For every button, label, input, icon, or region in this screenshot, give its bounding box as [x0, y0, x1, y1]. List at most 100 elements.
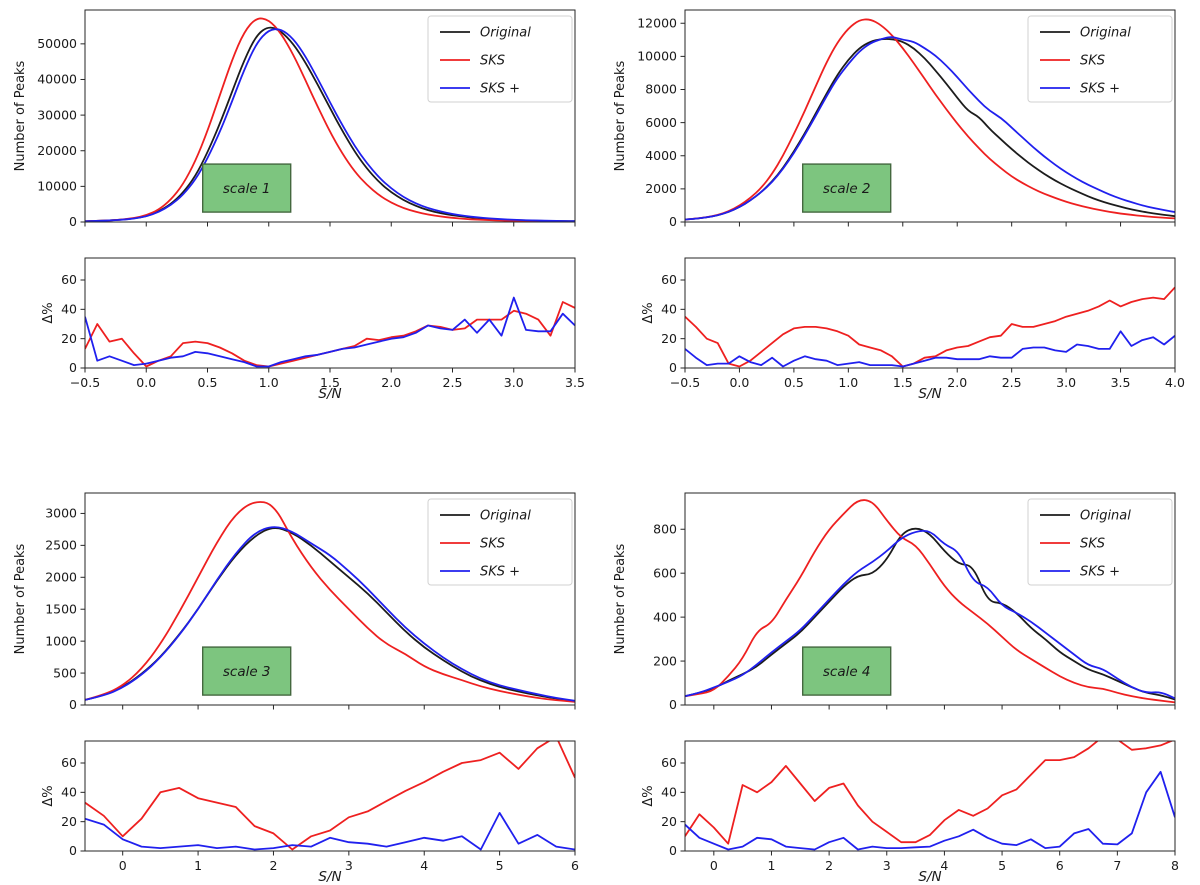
scale-3-main-series	[85, 501, 575, 703]
scale-4-xtick: 2	[825, 858, 833, 873]
scale-2-xtick: 4.0	[1165, 375, 1185, 390]
scale-2-xtick: 3.5	[1111, 375, 1131, 390]
scale-4-xtick: 5	[998, 858, 1006, 873]
legend-label-original: Original	[1080, 509, 1131, 524]
scale-1-sub-ytick: 60	[61, 272, 77, 287]
scale-2-xtick: 1.5	[893, 375, 913, 390]
scale-2-xtick: 2.5	[1002, 375, 1022, 390]
scale-1-main-ytick: 50000	[37, 36, 77, 51]
scale-4-main-frame	[684, 492, 1176, 706]
scale-1-xtick: −0.5	[70, 375, 100, 390]
scale-3-xtick: 0	[119, 858, 127, 873]
scale-2-main-ytick: 12000	[637, 15, 677, 30]
scale-2-xtick: 2.0	[947, 375, 967, 390]
scale-3-xtick: 4	[420, 858, 428, 873]
scale-4-xtick: 1	[767, 858, 775, 873]
scale-4-scale-box: scale 4	[801, 646, 892, 696]
scale-1-sub-ytick: 20	[61, 331, 77, 346]
scale-3-sub-line-sks-+	[85, 812, 575, 851]
scale-4-xtick: 7	[1113, 858, 1121, 873]
subplot-scale-1: −0.5 0.0 0.5 1.0 1.5 2.0 2.5 3.0 3.5 0 10000 20000 3…	[0, 0, 600, 402]
scale-2-main-line-sks-+	[685, 36, 1175, 221]
scale-1-sub-ylabel: Δ%	[41, 302, 56, 323]
scale-2-xtick: 1.0	[838, 375, 858, 390]
scale-2-sub-ylabel: Δ%	[641, 302, 656, 323]
scale-1-main-ytick: 20000	[37, 143, 77, 158]
scale-1-main-line-sks-+	[85, 28, 575, 222]
scale-3-sub-ytick: 40	[61, 785, 77, 800]
scale-2-main-ytick: 4000	[645, 148, 677, 163]
scale-3-xtick: 6	[571, 858, 579, 873]
scale-1-xlabel: S/N	[318, 386, 341, 402]
legend-label-sks: SKS	[1080, 537, 1105, 552]
scale-1-sub-line-sks-+	[85, 296, 575, 368]
scale-3-scale-box: scale 3	[201, 646, 292, 696]
scale-4-legend: Original SKS SKS +	[1027, 498, 1173, 586]
scale-4-sub-ylabel: Δ%	[641, 785, 656, 806]
scale-2-sub-line-sks	[685, 286, 1175, 368]
scale-2-main-line-sks	[685, 18, 1175, 221]
scale-3-sub-frame	[84, 740, 576, 852]
scale-4-xtick: 3	[883, 858, 891, 873]
scale-3-sub-series	[85, 741, 575, 851]
scale-3-main-ytick: 500	[53, 665, 77, 680]
scale-2-ylabel: Number of Peaks	[613, 60, 628, 171]
legend-label-original: Original	[480, 26, 531, 41]
scale-3-xtick: 5	[496, 858, 504, 873]
scale-1-xtick: 2.5	[443, 375, 463, 390]
subplot-scale-3: 0 1 2 3 4 5 6 0 500 1000 1500 2000 2500 3000 0 20 40 60 Nu…	[0, 483, 600, 885]
chart-scale-1: −0.5 0.0 0.5 1.0 1.5 2.0 2.5 3.0 3.5 0 10000 20000 3…	[13, 9, 585, 402]
scale-1-main-line-sks	[85, 17, 575, 222]
scale-1-xtick: 2.0	[381, 375, 401, 390]
scale-2-xlabel: S/N	[918, 386, 941, 402]
scale-4-sub-line-sks	[685, 741, 1174, 845]
scale-2-main-ytick: 6000	[645, 115, 677, 130]
scale-4-sub-line-sks-+	[685, 770, 1175, 851]
scale-2-sub-series	[685, 286, 1175, 368]
scale-1-sub-series	[85, 296, 575, 368]
scale-4-sub-ytick: 40	[661, 785, 677, 800]
scale-1-main-ytick: 30000	[37, 107, 77, 122]
legend-label-sks: SKS	[1080, 54, 1105, 69]
scale-2-main-frame	[684, 9, 1176, 223]
scale-4-scale-box-label: scale 4	[823, 664, 871, 680]
scale-3-sub-ytick: 0	[69, 843, 77, 858]
legend-label-sks_plus: SKS +	[1080, 82, 1120, 97]
scale-4-main-line-original	[685, 527, 1175, 701]
scale-1-sub-ytick: 0	[69, 360, 77, 375]
scale-2-sub-ytick: 0	[669, 360, 677, 375]
scale-1-ylabel: Number of Peaks	[13, 60, 28, 171]
scale-3-main-ytick: 1000	[45, 633, 77, 648]
scale-2-sub-ytick: 20	[661, 331, 677, 346]
scale-4-main-line-sks	[685, 499, 1175, 704]
scale-3-main-line-sks-+	[85, 526, 575, 702]
scale-4-main-line-sks-+	[685, 529, 1175, 700]
scale-2-main-ytick: 0	[669, 214, 677, 229]
subplot-scale-4: 0 1 2 3 4 5 6 7 8 0 200 400 600 800 0 20 40 60 Number of P…	[600, 483, 1200, 885]
scale-4-main-ytick: 400	[653, 609, 677, 624]
scale-4-xtick: 6	[1056, 858, 1064, 873]
legend-label-sks_plus: SKS +	[1080, 565, 1120, 580]
scale-4-xtick: 8	[1171, 858, 1179, 873]
scale-4-sub-series	[685, 741, 1175, 851]
chart-scale-4: 0 1 2 3 4 5 6 7 8 0 200 400 600 800 0 20 40 60 Number of P…	[613, 492, 1179, 885]
legend-label-sks: SKS	[480, 537, 505, 552]
scale-2-xtick: −0.5	[670, 375, 700, 390]
scale-3-ylabel: Number of Peaks	[13, 543, 28, 654]
chart-scale-2: −0.5 0.0 0.5 1.0 1.5 2.0 2.5 3.0 3.5 4.0 0 2000 4000…	[613, 9, 1185, 402]
scale-1-scale-box-label: scale 1	[223, 181, 271, 197]
scale-2-main-ytick: 2000	[645, 181, 677, 196]
scale-1-xtick: 0.0	[136, 375, 156, 390]
scale-2-scale-box: scale 2	[801, 163, 892, 213]
legend-label-sks_plus: SKS +	[480, 565, 520, 580]
scale-3-xlabel: S/N	[318, 869, 341, 885]
scale-3-main-ytick: 1500	[45, 601, 77, 616]
scale-2-sub-ytick: 60	[661, 272, 677, 287]
scale-3-xtick: 3	[345, 858, 353, 873]
scale-1-xtick: 0.5	[198, 375, 218, 390]
scale-3-sub-ylabel: Δ%	[41, 785, 56, 806]
scale-2-sub-line-sks-+	[685, 330, 1175, 368]
scale-2-sub-frame	[684, 257, 1176, 369]
scale-4-sub-frame	[684, 740, 1176, 852]
